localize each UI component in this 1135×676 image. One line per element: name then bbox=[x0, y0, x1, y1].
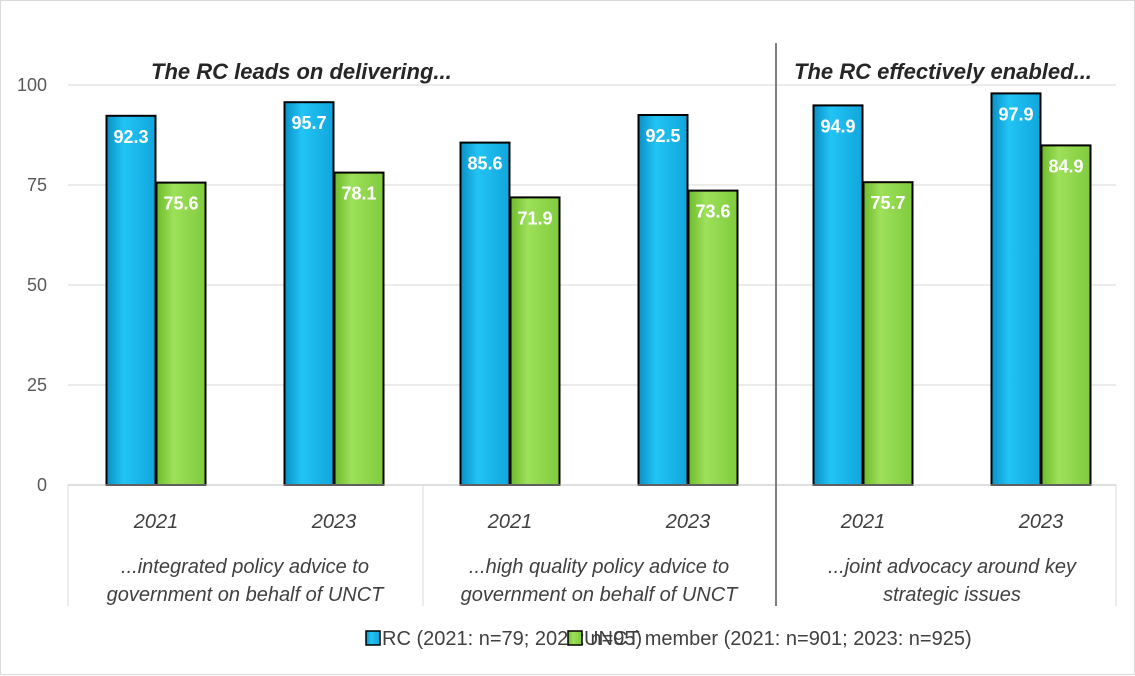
data-labels: 92.3 95.7 85.6 92.5 94.9 97.9 75.6 78.1 71.9 73.6… bbox=[113, 104, 1083, 228]
bar-rc bbox=[990, 92, 1042, 487]
y-tick-label: 75 bbox=[27, 175, 47, 195]
x-tick-year: 2023 bbox=[311, 511, 357, 533]
data-label: 92.5 bbox=[645, 126, 680, 146]
data-label: 97.9 bbox=[998, 104, 1033, 124]
x-group-label: ...joint advocacy around key bbox=[828, 556, 1077, 578]
x-group-label: strategic issues bbox=[883, 584, 1021, 606]
legend-label-unct: UNCT member (2021: n=901; 2023: n=925) bbox=[584, 628, 972, 650]
bar-rc bbox=[812, 104, 864, 487]
data-label: 94.9 bbox=[820, 116, 855, 136]
x-tick-year: 2023 bbox=[1018, 511, 1064, 533]
y-axis: 0 25 50 75 100 bbox=[17, 75, 47, 495]
x-axis: 2021 2023 2021 2023 2021 2023 ...integrated po… bbox=[67, 43, 1117, 606]
x-tick-year: 2021 bbox=[133, 511, 179, 533]
x-tick-year: 2021 bbox=[840, 511, 886, 533]
bar-unct bbox=[509, 196, 561, 486]
bar-unct bbox=[333, 171, 385, 486]
section-title-enabled: The RC effectively enabled... bbox=[794, 59, 1092, 84]
bars bbox=[105, 92, 1092, 487]
y-tick-label: 0 bbox=[37, 475, 47, 495]
x-tick-year: 2023 bbox=[665, 511, 711, 533]
data-label: 92.3 bbox=[113, 127, 148, 147]
bar-rc bbox=[637, 114, 689, 486]
data-label: 95.7 bbox=[291, 113, 326, 133]
legend-item-unct: UNCT member (2021: n=901; 2023: n=925) bbox=[567, 628, 972, 650]
bar-unct bbox=[1040, 144, 1092, 486]
data-label: 84.9 bbox=[1048, 156, 1083, 176]
x-group-label: government on behalf of UNCT bbox=[461, 584, 740, 606]
x-group-label: government on behalf of UNCT bbox=[107, 584, 386, 606]
data-label: 78.1 bbox=[341, 184, 376, 204]
x-tick-year: 2021 bbox=[487, 511, 533, 533]
bar-rc bbox=[105, 114, 157, 487]
y-tick-label: 25 bbox=[27, 375, 47, 395]
x-group-label: ...integrated policy advice to bbox=[121, 556, 369, 578]
data-label: 75.7 bbox=[870, 193, 905, 213]
bar-rc bbox=[459, 141, 511, 486]
section-title-delivering: The RC leads on delivering... bbox=[151, 59, 452, 84]
data-label: 85.6 bbox=[467, 154, 502, 174]
legend-swatch-unct bbox=[567, 630, 583, 646]
legend: RC (2021: n=79; 2023: n=95) UNCT member … bbox=[365, 628, 972, 650]
y-tick-label: 100 bbox=[17, 75, 47, 95]
x-group-label: ...high quality policy advice to bbox=[469, 556, 729, 578]
y-tick-label: 50 bbox=[27, 275, 47, 295]
data-label: 75.6 bbox=[163, 194, 198, 214]
bar-unct bbox=[687, 189, 739, 486]
legend-swatch-rc bbox=[365, 630, 381, 646]
bar-unct bbox=[862, 181, 914, 486]
gridlines bbox=[68, 84, 1116, 386]
bar-unct bbox=[155, 181, 207, 486]
data-label: 71.9 bbox=[517, 208, 552, 228]
data-label: 73.6 bbox=[695, 202, 730, 222]
bar-rc bbox=[283, 101, 335, 486]
